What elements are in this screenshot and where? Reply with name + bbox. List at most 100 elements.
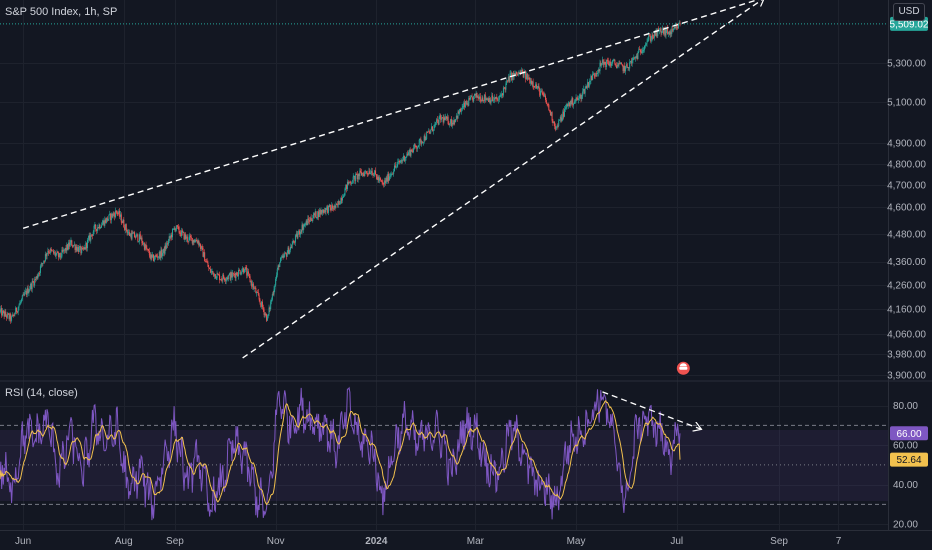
candle-body bbox=[111, 213, 113, 217]
candle-body bbox=[323, 210, 325, 213]
candle-body bbox=[554, 121, 556, 127]
candle-body bbox=[613, 59, 615, 61]
candle-body bbox=[300, 231, 302, 233]
price-badges: 5,509.02 66.00 52.64 bbox=[890, 16, 929, 467]
time-tick-label: 2024 bbox=[365, 536, 388, 547]
candle-body bbox=[532, 81, 534, 86]
candle-body bbox=[584, 88, 586, 94]
candle-body bbox=[428, 131, 430, 133]
candle-body bbox=[573, 103, 575, 106]
candle-body bbox=[639, 49, 641, 53]
candle-body bbox=[570, 100, 572, 105]
candle-body bbox=[512, 72, 514, 77]
candle-body bbox=[384, 180, 386, 184]
candle-body bbox=[38, 272, 40, 276]
candle-body bbox=[563, 111, 565, 117]
candle-body bbox=[494, 97, 496, 99]
candle-body bbox=[21, 295, 23, 300]
candle-body bbox=[131, 232, 133, 239]
candle-body bbox=[507, 76, 509, 81]
candle-body bbox=[161, 249, 163, 256]
currency-button[interactable]: USD bbox=[893, 3, 925, 21]
candle-body bbox=[0, 308, 2, 311]
candle-body bbox=[249, 276, 251, 283]
candle-body bbox=[196, 241, 198, 243]
candle-body bbox=[617, 65, 619, 66]
candle-body bbox=[452, 122, 454, 125]
candle-body bbox=[450, 119, 452, 126]
candle-body bbox=[256, 292, 258, 293]
candle-body bbox=[69, 242, 71, 247]
candle-body bbox=[85, 242, 87, 250]
candle-body bbox=[294, 235, 296, 243]
candle-body bbox=[64, 247, 66, 251]
candle-body bbox=[587, 82, 589, 88]
candle-body bbox=[67, 244, 69, 250]
candle-body bbox=[627, 67, 629, 69]
candle-body bbox=[566, 104, 568, 108]
price-tick-label: 4,900.00 bbox=[887, 138, 926, 149]
candle-body bbox=[478, 96, 480, 99]
candle-body bbox=[419, 139, 421, 141]
candle-body bbox=[53, 250, 55, 254]
candle-body bbox=[657, 28, 659, 37]
candle-body bbox=[594, 75, 596, 77]
candle-body bbox=[429, 131, 431, 133]
candle-body bbox=[267, 314, 269, 317]
rsi-ma-badge-bg bbox=[890, 452, 928, 467]
candle-body bbox=[389, 176, 391, 181]
candle-body bbox=[449, 123, 451, 125]
price-axis: 5,300.00 5,100.00 4,900.00 4,800.00 4,700.00… bbox=[887, 59, 926, 382]
candle-body bbox=[676, 25, 678, 27]
candle-body bbox=[489, 97, 491, 103]
candle-body bbox=[128, 232, 130, 234]
candle-body bbox=[587, 82, 589, 87]
candle-body bbox=[600, 62, 602, 66]
candle-body bbox=[301, 224, 303, 233]
candle-body bbox=[153, 258, 155, 261]
candle-body bbox=[672, 28, 674, 31]
candle-body bbox=[318, 210, 320, 217]
candle-body bbox=[242, 268, 244, 273]
candle-body bbox=[625, 66, 627, 72]
candle-body bbox=[322, 209, 324, 213]
candle-body bbox=[105, 219, 107, 223]
candle-body bbox=[352, 176, 354, 183]
candle-body bbox=[323, 209, 325, 213]
earnings-marker[interactable] bbox=[675, 360, 691, 376]
price-tick-label: 4,160.00 bbox=[887, 305, 926, 316]
candle-body bbox=[281, 255, 283, 258]
rsi-tick-label: 20.00 bbox=[893, 520, 918, 531]
candle-body bbox=[601, 63, 603, 66]
time-tick-label: Nov bbox=[267, 536, 285, 547]
candle-body bbox=[574, 100, 576, 102]
candle-body bbox=[351, 183, 353, 184]
candle-body bbox=[414, 144, 416, 146]
candle-body bbox=[443, 117, 445, 123]
candle-body bbox=[134, 237, 136, 238]
candle-body bbox=[568, 102, 570, 106]
candle-body bbox=[596, 73, 598, 75]
candle-body bbox=[114, 214, 116, 218]
candle-body bbox=[101, 225, 103, 228]
price-tick-label: 4,480.00 bbox=[887, 229, 926, 240]
candle-body bbox=[621, 64, 623, 66]
candle-body bbox=[447, 116, 449, 124]
candle-body bbox=[568, 102, 570, 107]
candle-body bbox=[275, 278, 277, 286]
candle-body bbox=[261, 301, 263, 307]
rsi-ma-line bbox=[0, 400, 681, 506]
candle-body bbox=[381, 181, 383, 183]
candle-body bbox=[75, 246, 77, 251]
candle-body bbox=[493, 97, 495, 101]
candle-body bbox=[30, 283, 32, 290]
candle-body bbox=[543, 93, 545, 97]
candle-body bbox=[275, 275, 277, 279]
candle-body bbox=[280, 257, 282, 259]
candle-body bbox=[153, 254, 155, 261]
candle-body bbox=[91, 234, 93, 236]
candle-body bbox=[667, 31, 669, 34]
candle-body bbox=[373, 174, 375, 176]
candle-body bbox=[146, 248, 148, 250]
